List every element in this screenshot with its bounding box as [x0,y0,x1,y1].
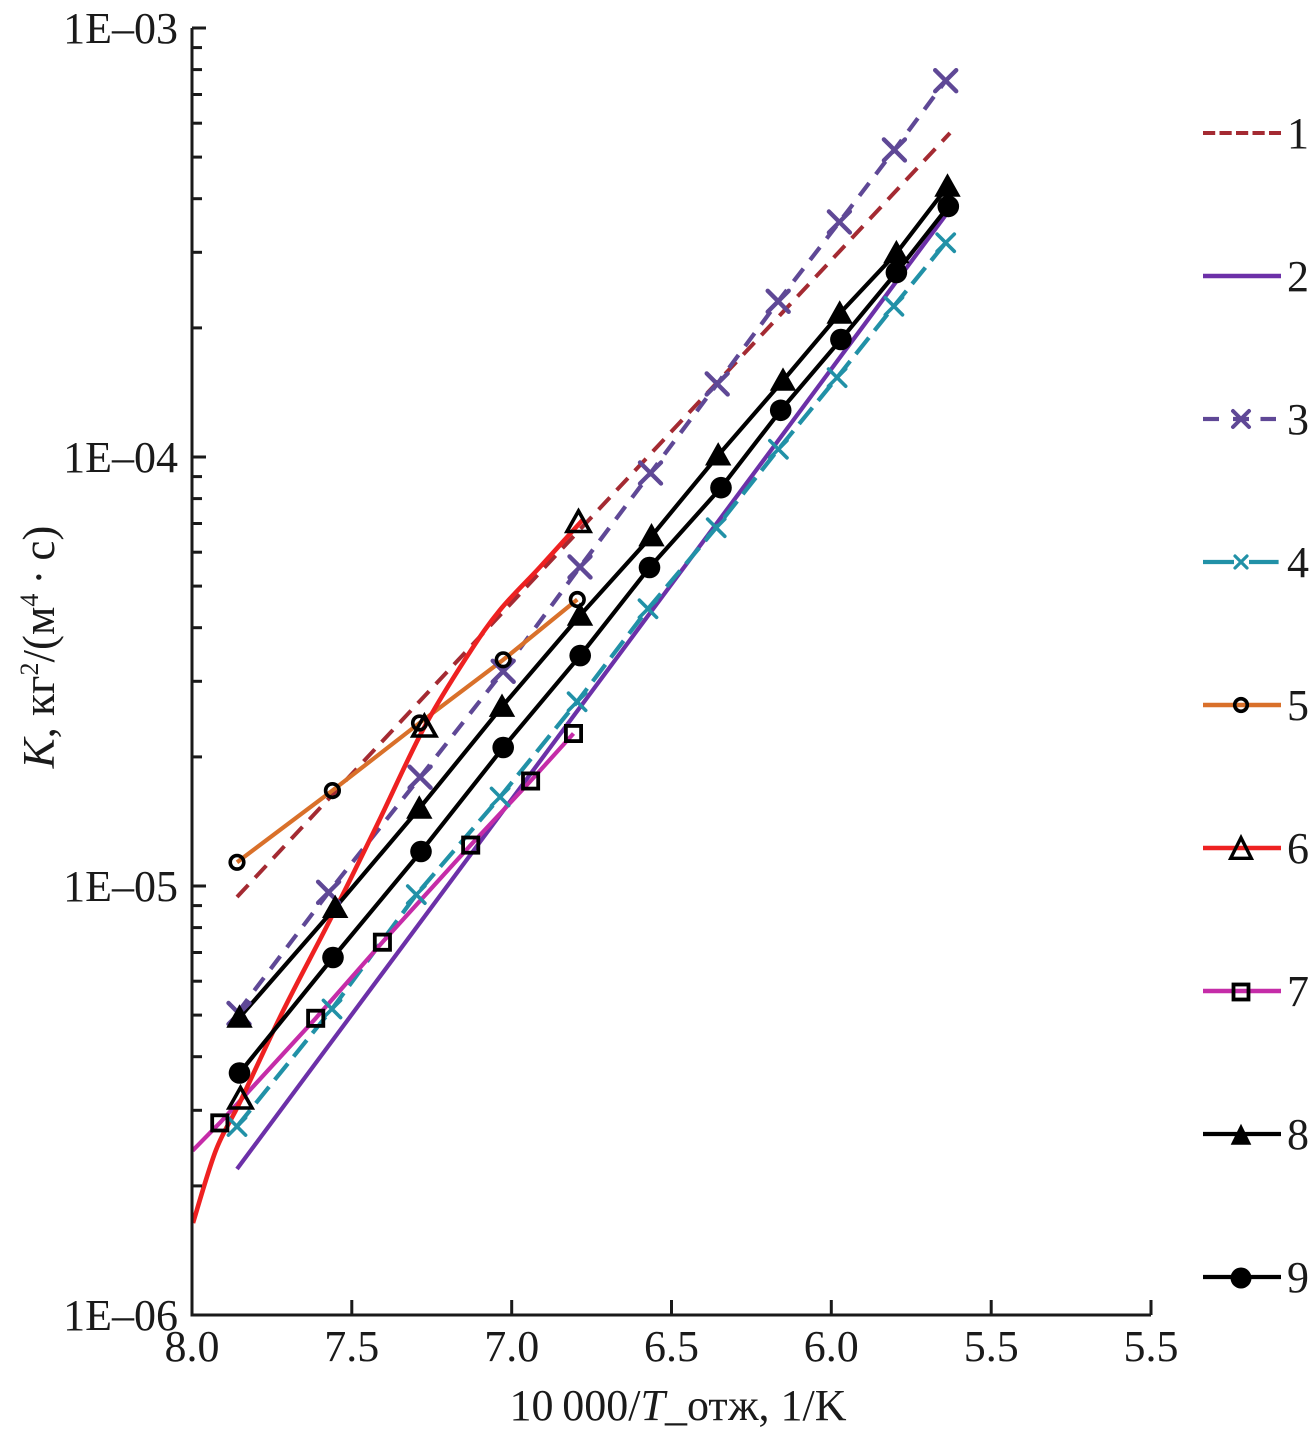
svg-text:2: 2 [1287,252,1309,301]
svg-text:5: 5 [1287,681,1309,730]
svg-text:1E–06: 1E–06 [63,1291,178,1340]
svg-text:6: 6 [1287,824,1309,873]
svg-text:7: 7 [1287,967,1309,1016]
svg-text:5.5: 5.5 [964,1322,1019,1371]
svg-text:5.5: 5.5 [1124,1322,1179,1371]
svg-text:8: 8 [1287,1110,1309,1159]
svg-text:1E–04: 1E–04 [63,433,178,482]
svg-text:K, кг2/(м4 · с): K, кг2/(м4 · с) [14,526,64,770]
svg-text:8.0: 8.0 [165,1322,220,1371]
svg-text:6.0: 6.0 [804,1322,859,1371]
svg-text:7.0: 7.0 [484,1322,539,1371]
svg-text:9: 9 [1287,1253,1309,1302]
svg-text:4: 4 [1287,538,1309,587]
svg-text:1E–05: 1E–05 [63,862,178,911]
svg-text:10 000/T_отж, 1/K: 10 000/T_отж, 1/K [509,1381,846,1430]
svg-text:6.5: 6.5 [644,1322,699,1371]
svg-text:1: 1 [1287,109,1309,158]
svg-text:7.5: 7.5 [324,1322,379,1371]
svg-text:1E–03: 1E–03 [63,4,178,53]
svg-text:3: 3 [1287,395,1309,444]
